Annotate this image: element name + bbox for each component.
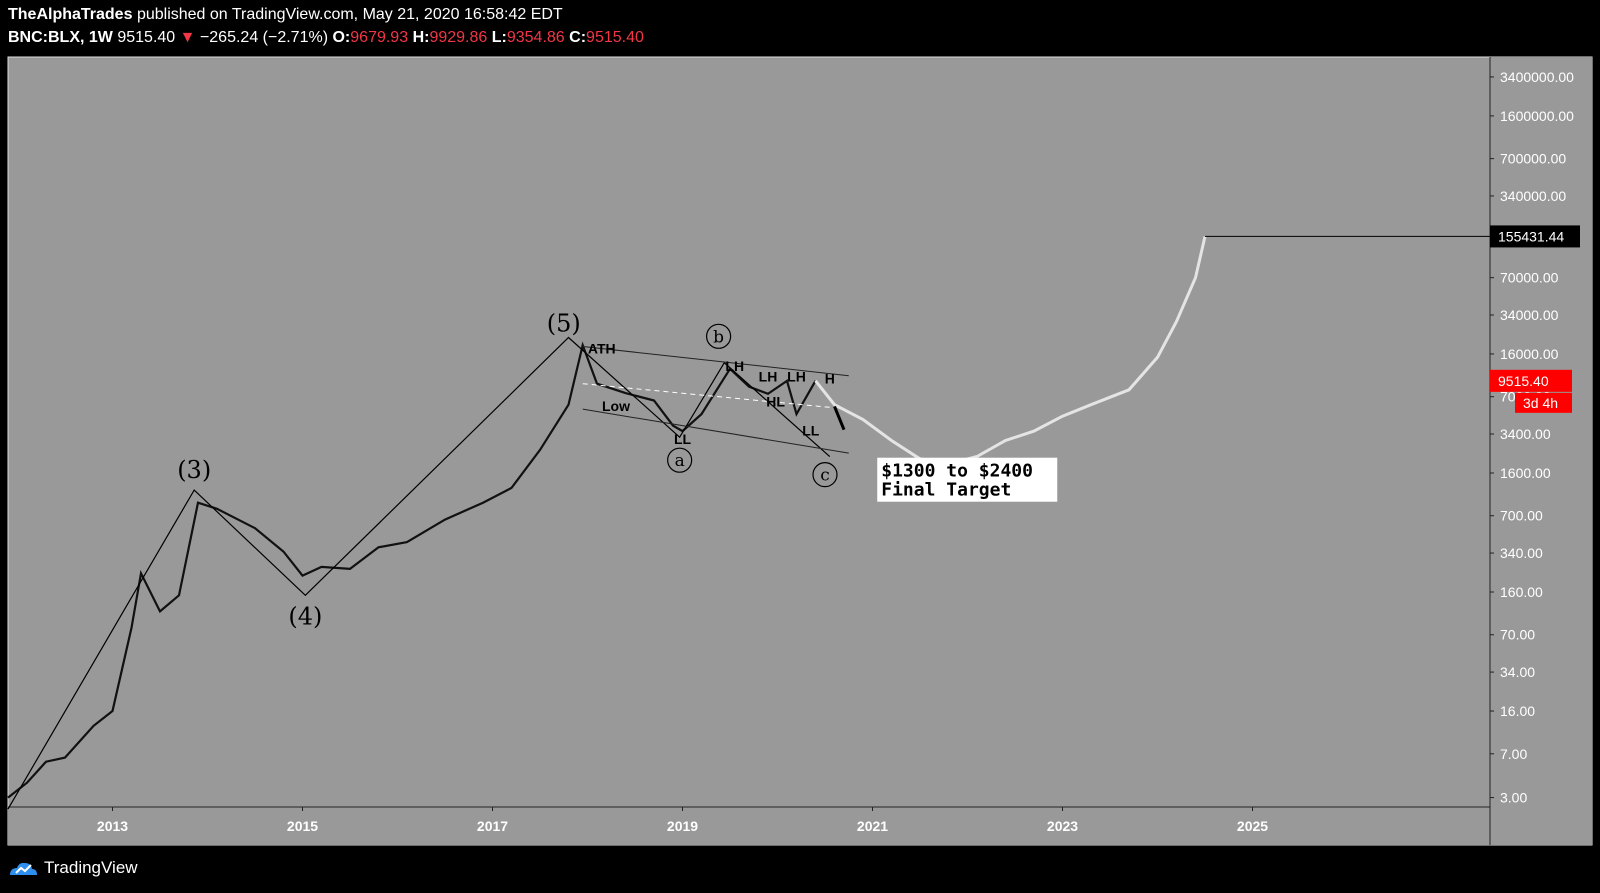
open-value: 9679.93 [350, 29, 409, 46]
target-price-text: 155431.44 [1498, 228, 1564, 244]
low-label: L: [491, 29, 507, 46]
open-label: O: [332, 29, 351, 46]
wave-a-circle [667, 447, 693, 473]
last-price: 9515.40 [117, 29, 176, 46]
y-tick-label: 340000.00 [1500, 188, 1566, 204]
wave-b-circle [705, 323, 732, 349]
y-tick-label: 1600.00 [1500, 465, 1551, 481]
chart-background [8, 57, 1490, 807]
x-tick-label: 2021 [857, 818, 888, 834]
last-price-text: 9515.40 [1498, 373, 1549, 389]
footer: TradingView [8, 858, 138, 878]
target-box-line1: $1300 to $2400 [881, 461, 1033, 482]
wave-3-label: (3) [177, 456, 211, 484]
channel-upper-line [582, 345, 849, 377]
ohlc-line: BNC:BLX, 1W 9515.40 ▼ −265.24 (−2.71%) O… [8, 29, 644, 47]
target-price-tag [1490, 225, 1580, 248]
ath-label: ATH [588, 340, 616, 356]
triangle-down-icon: ▼ [179, 29, 196, 46]
x-tick-label: 2013 [97, 818, 128, 834]
low-value: 9354.86 [506, 29, 565, 46]
h-label: H [825, 371, 835, 387]
arrow-line [833, 405, 846, 431]
close-value: 9515.40 [586, 29, 644, 46]
footer-brand[interactable]: TradingView [44, 858, 138, 877]
publish-line: TheAlphaTrades published on TradingView.… [8, 6, 563, 24]
channel-lower-line [582, 408, 849, 454]
ll-label: LL [674, 431, 692, 447]
countdown-text: 3d 4h [1523, 395, 1558, 411]
y-tick-label: 7.00 [1500, 746, 1527, 762]
high-value: 9929.86 [429, 29, 488, 46]
time-axis [8, 807, 1490, 845]
y-tick-label: 70.00 [1500, 627, 1535, 643]
lh-label-2: LH [759, 368, 778, 384]
y-tick-label: 16.00 [1500, 703, 1535, 719]
price-axis [1490, 57, 1592, 845]
target-box [877, 457, 1058, 502]
lh-label-3: LH [787, 368, 806, 384]
publish-info: published on TradingView.com, May 21, 20… [136, 6, 563, 23]
wave-5-label: (5) [547, 310, 581, 338]
y-tick-label: 3400000.00 [1500, 69, 1574, 85]
ll-label-2: LL [802, 423, 820, 439]
target-box-line2: Final Target [881, 480, 1011, 501]
countdown-tag [1515, 392, 1572, 413]
x-tick-label: 2017 [477, 818, 508, 834]
y-tick-label: 70000.00 [1500, 270, 1559, 286]
y-tick-label: 700000.00 [1500, 151, 1566, 167]
price-series-line [7, 341, 817, 799]
last-price-tag [1490, 369, 1572, 392]
high-label: H: [412, 29, 430, 46]
wave-4-label: (4) [288, 602, 322, 630]
projection-series-line [814, 236, 1207, 466]
x-tick-label: 2023 [1047, 818, 1078, 834]
y-tick-label: 160.00 [1500, 584, 1543, 600]
price-change: −265.24 (−2.71%) [199, 29, 329, 46]
wave-c-label: c [820, 466, 830, 486]
author-name[interactable]: TheAlphaTrades [8, 6, 133, 23]
wave-a-label: a [675, 451, 685, 471]
y-tick-label: 3400.00 [1500, 426, 1551, 442]
wave-c-circle [812, 462, 838, 488]
x-tick-label: 2015 [287, 818, 318, 834]
y-tick-label: 340.00 [1500, 545, 1543, 561]
hl-label: HL [766, 393, 785, 409]
elliott-wave-lines [7, 336, 831, 810]
x-tick-label: 2025 [1237, 818, 1268, 834]
tradingview-cloud-icon[interactable] [8, 859, 38, 877]
y-tick-label: 3.00 [1500, 790, 1527, 806]
low-label: Low [602, 398, 630, 414]
y-tick-label: 34000.00 [1500, 307, 1559, 323]
y-tick-label: 16000.00 [1500, 346, 1559, 362]
y-tick-label: 700.00 [1500, 508, 1543, 524]
x-tick-label: 2019 [667, 818, 698, 834]
symbol-label[interactable]: BNC:BLX, 1W [8, 29, 113, 46]
close-label: C: [569, 29, 587, 46]
wave-b-label: b [713, 327, 724, 347]
y-tick-label: 34.00 [1500, 664, 1535, 680]
y-tick-label: 1600000.00 [1500, 108, 1574, 124]
lh-label-1: LH [725, 358, 744, 374]
